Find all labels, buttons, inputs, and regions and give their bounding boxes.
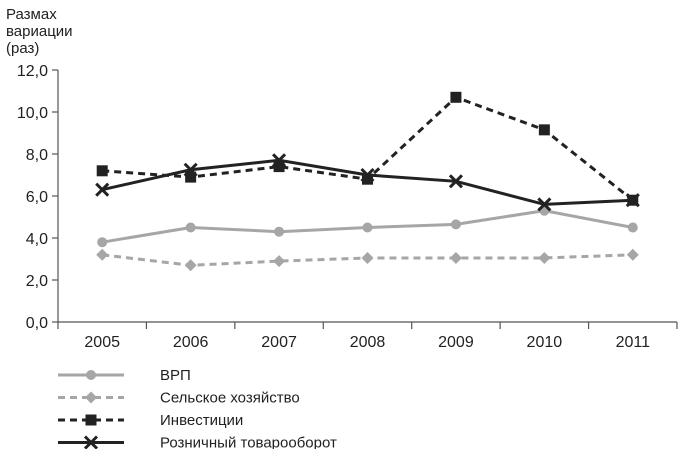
legend-label: Розничный товарооборот — [160, 435, 337, 449]
data-point — [273, 161, 285, 173]
legend-marker — [85, 391, 97, 404]
y-tick-label: 4,0 — [26, 231, 48, 248]
x-tick-label: 2008 — [350, 334, 386, 351]
data-point — [450, 219, 461, 230]
axes: 0,0 2,0 4,0 6,0 8,0 10,0 12,0 2005 2006 2007 2008 2… — [17, 63, 678, 351]
data-point — [626, 248, 639, 261]
legend-label: Инвестиции — [160, 412, 243, 429]
data-point — [184, 259, 197, 272]
legend: ВРП Сельское хозяйство Инвестиции Розничный… — [58, 367, 337, 449]
x-tick-label: 2010 — [527, 334, 563, 351]
y-tick-label: 12,0 — [17, 63, 48, 80]
series-3 — [95, 153, 640, 212]
x-marker-stroke — [95, 182, 110, 197]
data-point — [185, 222, 196, 233]
x-tick-label: 2006 — [173, 334, 209, 351]
legend-label: ВРП — [160, 367, 191, 384]
legend-item-3: Розничный товарооборот — [58, 435, 337, 449]
data-point — [360, 167, 375, 183]
legend-item-1: Сельское хозяйство — [58, 390, 300, 407]
series-0 — [97, 205, 638, 248]
data-point — [96, 248, 109, 261]
data-point — [361, 251, 374, 264]
x-marker-stroke — [537, 197, 552, 212]
data-point — [185, 171, 197, 183]
x-tick-label: 2009 — [438, 334, 474, 351]
x-marker-stroke — [360, 167, 375, 183]
y-axis-label: Размах вариации (раз) — [6, 6, 73, 57]
data-point — [449, 251, 462, 264]
data-point — [538, 251, 551, 264]
data-point — [96, 165, 108, 177]
data-point — [274, 226, 285, 237]
x-marker-stroke — [272, 153, 287, 168]
series-2 — [96, 91, 639, 206]
data-point — [183, 162, 198, 177]
y-tick-label: 6,0 — [26, 189, 48, 206]
legend-item-2: Инвестиции — [58, 412, 243, 429]
x-tick-label: 2011 — [616, 334, 651, 351]
data-point — [362, 222, 373, 233]
x-marker-stroke — [183, 162, 198, 177]
series-1 — [96, 248, 639, 272]
data-point — [97, 237, 108, 248]
data-point — [272, 153, 287, 168]
data-point — [625, 193, 640, 208]
x-marker-stroke — [448, 174, 463, 189]
data-point — [627, 222, 638, 233]
legend-marker — [86, 370, 96, 380]
legend-marker — [85, 414, 97, 426]
data-point — [450, 91, 462, 103]
x-tick-label: 2005 — [84, 334, 120, 351]
data-point — [362, 173, 373, 185]
series-line — [102, 95, 634, 202]
y-tick-label: 10,0 — [17, 105, 48, 122]
series-layer — [95, 91, 640, 272]
legend-label: Сельское хозяйство — [160, 390, 300, 407]
data-point — [538, 124, 550, 136]
x-marker-stroke — [83, 435, 99, 449]
data-point — [448, 174, 463, 189]
x-tick-label: 2007 — [261, 334, 297, 351]
y-tick-label: 8,0 — [26, 147, 48, 164]
data-point — [537, 197, 552, 212]
y-tick-label: 2,0 — [26, 273, 48, 290]
legend-marker — [83, 435, 99, 449]
legend-item-0: ВРП — [58, 367, 191, 384]
y-tick-label: 0,0 — [26, 315, 48, 332]
x-marker-stroke — [625, 193, 640, 208]
data-point — [95, 182, 110, 197]
data-point — [273, 255, 286, 268]
